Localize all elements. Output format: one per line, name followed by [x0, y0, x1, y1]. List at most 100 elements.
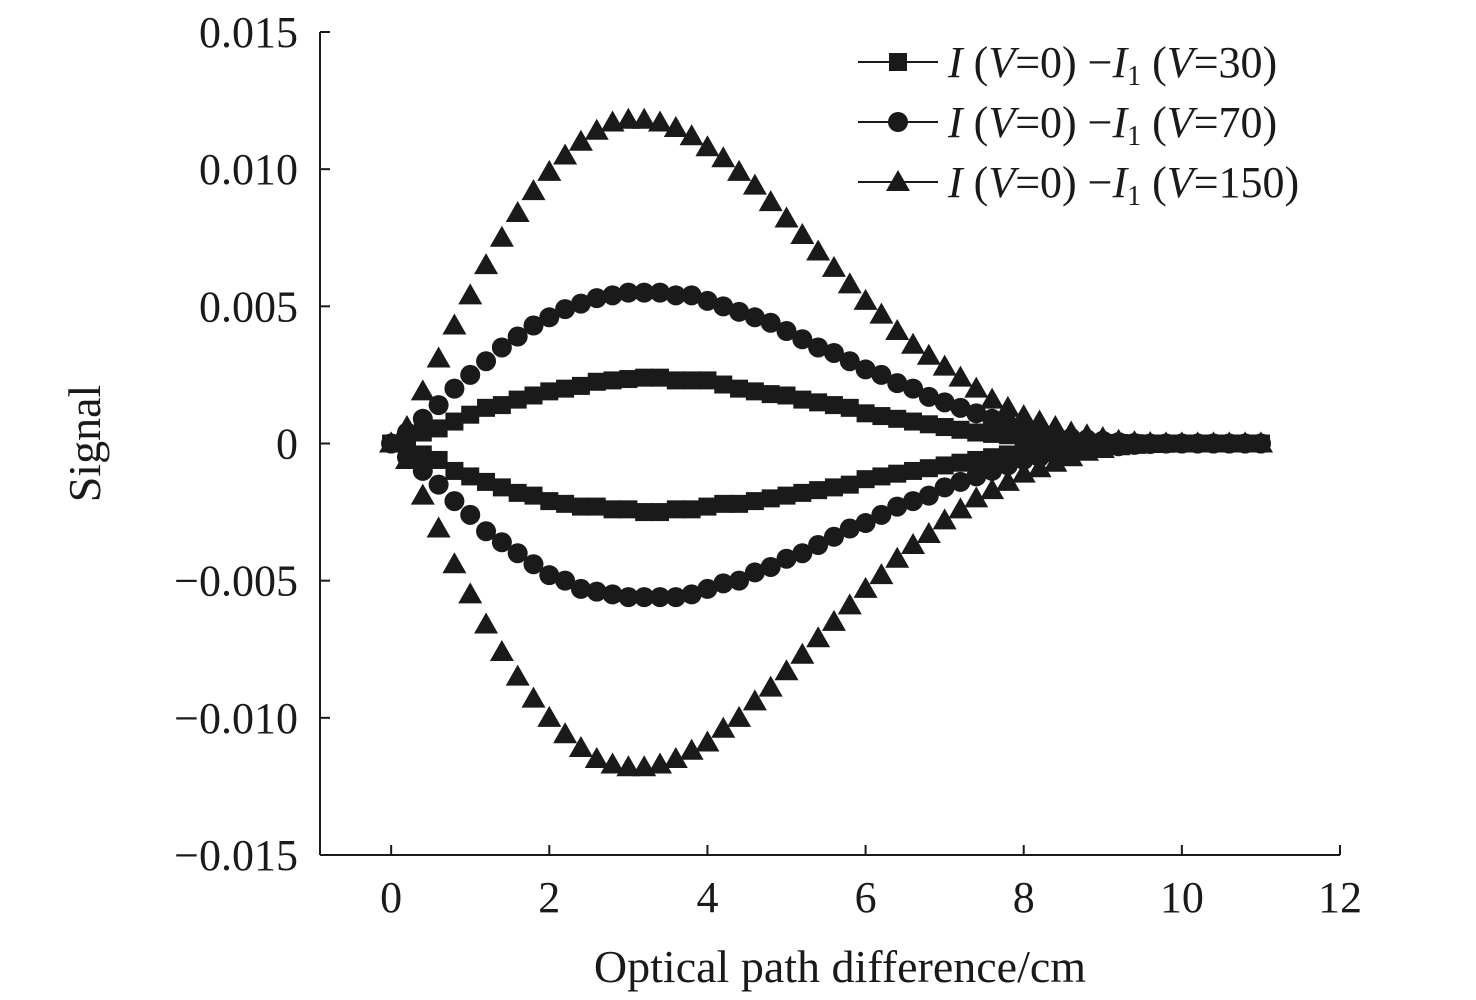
triangle-point-lower: [1154, 431, 1179, 453]
triangle-point-lower: [790, 642, 815, 664]
triangle-point-lower: [1185, 431, 1210, 453]
circle-point-lower: [792, 543, 813, 564]
triangle-point-lower: [410, 483, 435, 505]
circle-point-lower: [697, 578, 718, 599]
triangle-point-upper: [426, 346, 451, 368]
square-point-upper: [951, 420, 970, 439]
circle-point-lower: [713, 573, 734, 594]
square-point-upper: [809, 393, 828, 412]
triangle-point-upper: [1027, 409, 1052, 431]
x-tick-label: 12: [1318, 873, 1362, 922]
triangle-point-lower: [442, 552, 467, 574]
triangle-point-lower: [758, 675, 783, 697]
circle-point-lower: [966, 466, 987, 487]
square-point-upper: [603, 371, 622, 390]
square-point-upper: [761, 385, 780, 404]
x-tick-label: 2: [538, 873, 560, 922]
triangle-point-lower: [980, 478, 1005, 500]
square-point-upper: [556, 379, 575, 398]
tick-labels: 0 2 4 6 8 10 12 0.015 0.010 0.005 0 −0.005 −0.010 −0.…: [174, 8, 1362, 922]
square-point-lower: [461, 467, 480, 486]
circle-point-upper: [586, 288, 607, 309]
triangle-point-upper: [521, 179, 546, 201]
circle-point-upper: [634, 282, 655, 303]
circle-point-lower: [523, 554, 544, 575]
circle-point-lower: [887, 496, 908, 517]
y-tick-label: 0: [276, 420, 298, 469]
square-point-lower: [761, 489, 780, 508]
circle-point-upper: [744, 307, 765, 328]
x-tick-label: 10: [1160, 873, 1204, 922]
circle-point-lower: [634, 587, 655, 608]
triangle-point-upper: [553, 143, 578, 165]
circle-point-upper: [602, 285, 623, 306]
triangle-point-upper: [1011, 404, 1036, 426]
square-point-lower: [777, 486, 796, 505]
legend-entry-circle: I (V=0) −I1 (V=70): [858, 98, 1277, 152]
triangle-point-upper: [458, 283, 483, 305]
circle-point-lower: [681, 584, 702, 605]
square-point-upper: [919, 415, 938, 434]
triangle-point-lower: [1011, 461, 1036, 483]
square-point-lower: [840, 475, 859, 494]
triangle-point-lower: [458, 582, 483, 604]
triangle-point-lower: [537, 705, 562, 727]
circle-point-upper: [903, 378, 924, 399]
triangle-point-upper: [537, 159, 562, 181]
triangle-point-upper: [1074, 423, 1099, 445]
circle-point-lower: [476, 521, 497, 542]
triangle-point-upper: [948, 365, 973, 387]
triangle-point-upper: [885, 319, 910, 341]
triangle-point-upper: [964, 376, 989, 398]
circle-point-upper: [460, 364, 481, 385]
square-point-lower: [571, 497, 590, 516]
legend-marker-square: [889, 53, 907, 71]
circle-point-upper: [982, 408, 1003, 429]
circle-point-upper: [871, 364, 892, 385]
legend-entry-triangle: I (V=0) −I1 (V=150): [858, 158, 1299, 212]
square-point-upper: [935, 418, 954, 437]
triangle-point-upper: [758, 190, 783, 212]
square-point-lower: [904, 461, 923, 480]
square-point-upper: [714, 375, 733, 394]
square-point-lower: [556, 494, 575, 513]
circle-point-lower: [618, 587, 639, 608]
circle-point-lower: [602, 584, 623, 605]
circle-point-lower: [428, 474, 449, 495]
square-point-lower: [492, 478, 511, 497]
triangle-point-lower: [394, 447, 419, 469]
circle-point-upper: [808, 337, 829, 358]
square-point-upper: [587, 372, 606, 391]
circle-point-lower: [570, 578, 591, 599]
circle-point-upper: [476, 351, 497, 372]
triangle-point-lower: [932, 508, 957, 530]
legend-entry-square: I (V=0) −I1 (V=30): [858, 38, 1277, 92]
triangle-point-upper: [632, 107, 657, 129]
triangle-point-lower: [948, 497, 973, 519]
circle-point-upper: [918, 386, 939, 407]
circle-point-lower: [808, 535, 829, 556]
triangle-point-lower: [1138, 432, 1163, 454]
circle-point-lower: [491, 532, 512, 553]
y-tick-label: 0.015: [199, 8, 298, 57]
circle-point-upper: [839, 351, 860, 372]
square-point-lower: [967, 450, 986, 469]
triangle-point-lower: [489, 639, 514, 661]
circle-point-upper: [950, 397, 971, 418]
circle-point-upper: [412, 408, 433, 429]
circle-point-lower: [760, 556, 781, 577]
circle-point-lower: [444, 491, 465, 512]
square-point-upper: [824, 396, 843, 415]
square-point-lower: [651, 503, 669, 522]
square-point-lower: [935, 456, 954, 475]
triangle-point-lower: [648, 752, 672, 774]
circle-point-upper: [697, 290, 718, 311]
tick-marks: [320, 31, 1341, 856]
triangle-point-upper: [727, 159, 752, 181]
square-point-upper: [413, 423, 432, 442]
square-point-upper: [730, 379, 749, 398]
square-point-upper: [635, 368, 654, 387]
circle-point-upper: [855, 359, 876, 380]
triangle-point-upper: [505, 201, 530, 223]
circle-point-lower: [982, 460, 1003, 481]
